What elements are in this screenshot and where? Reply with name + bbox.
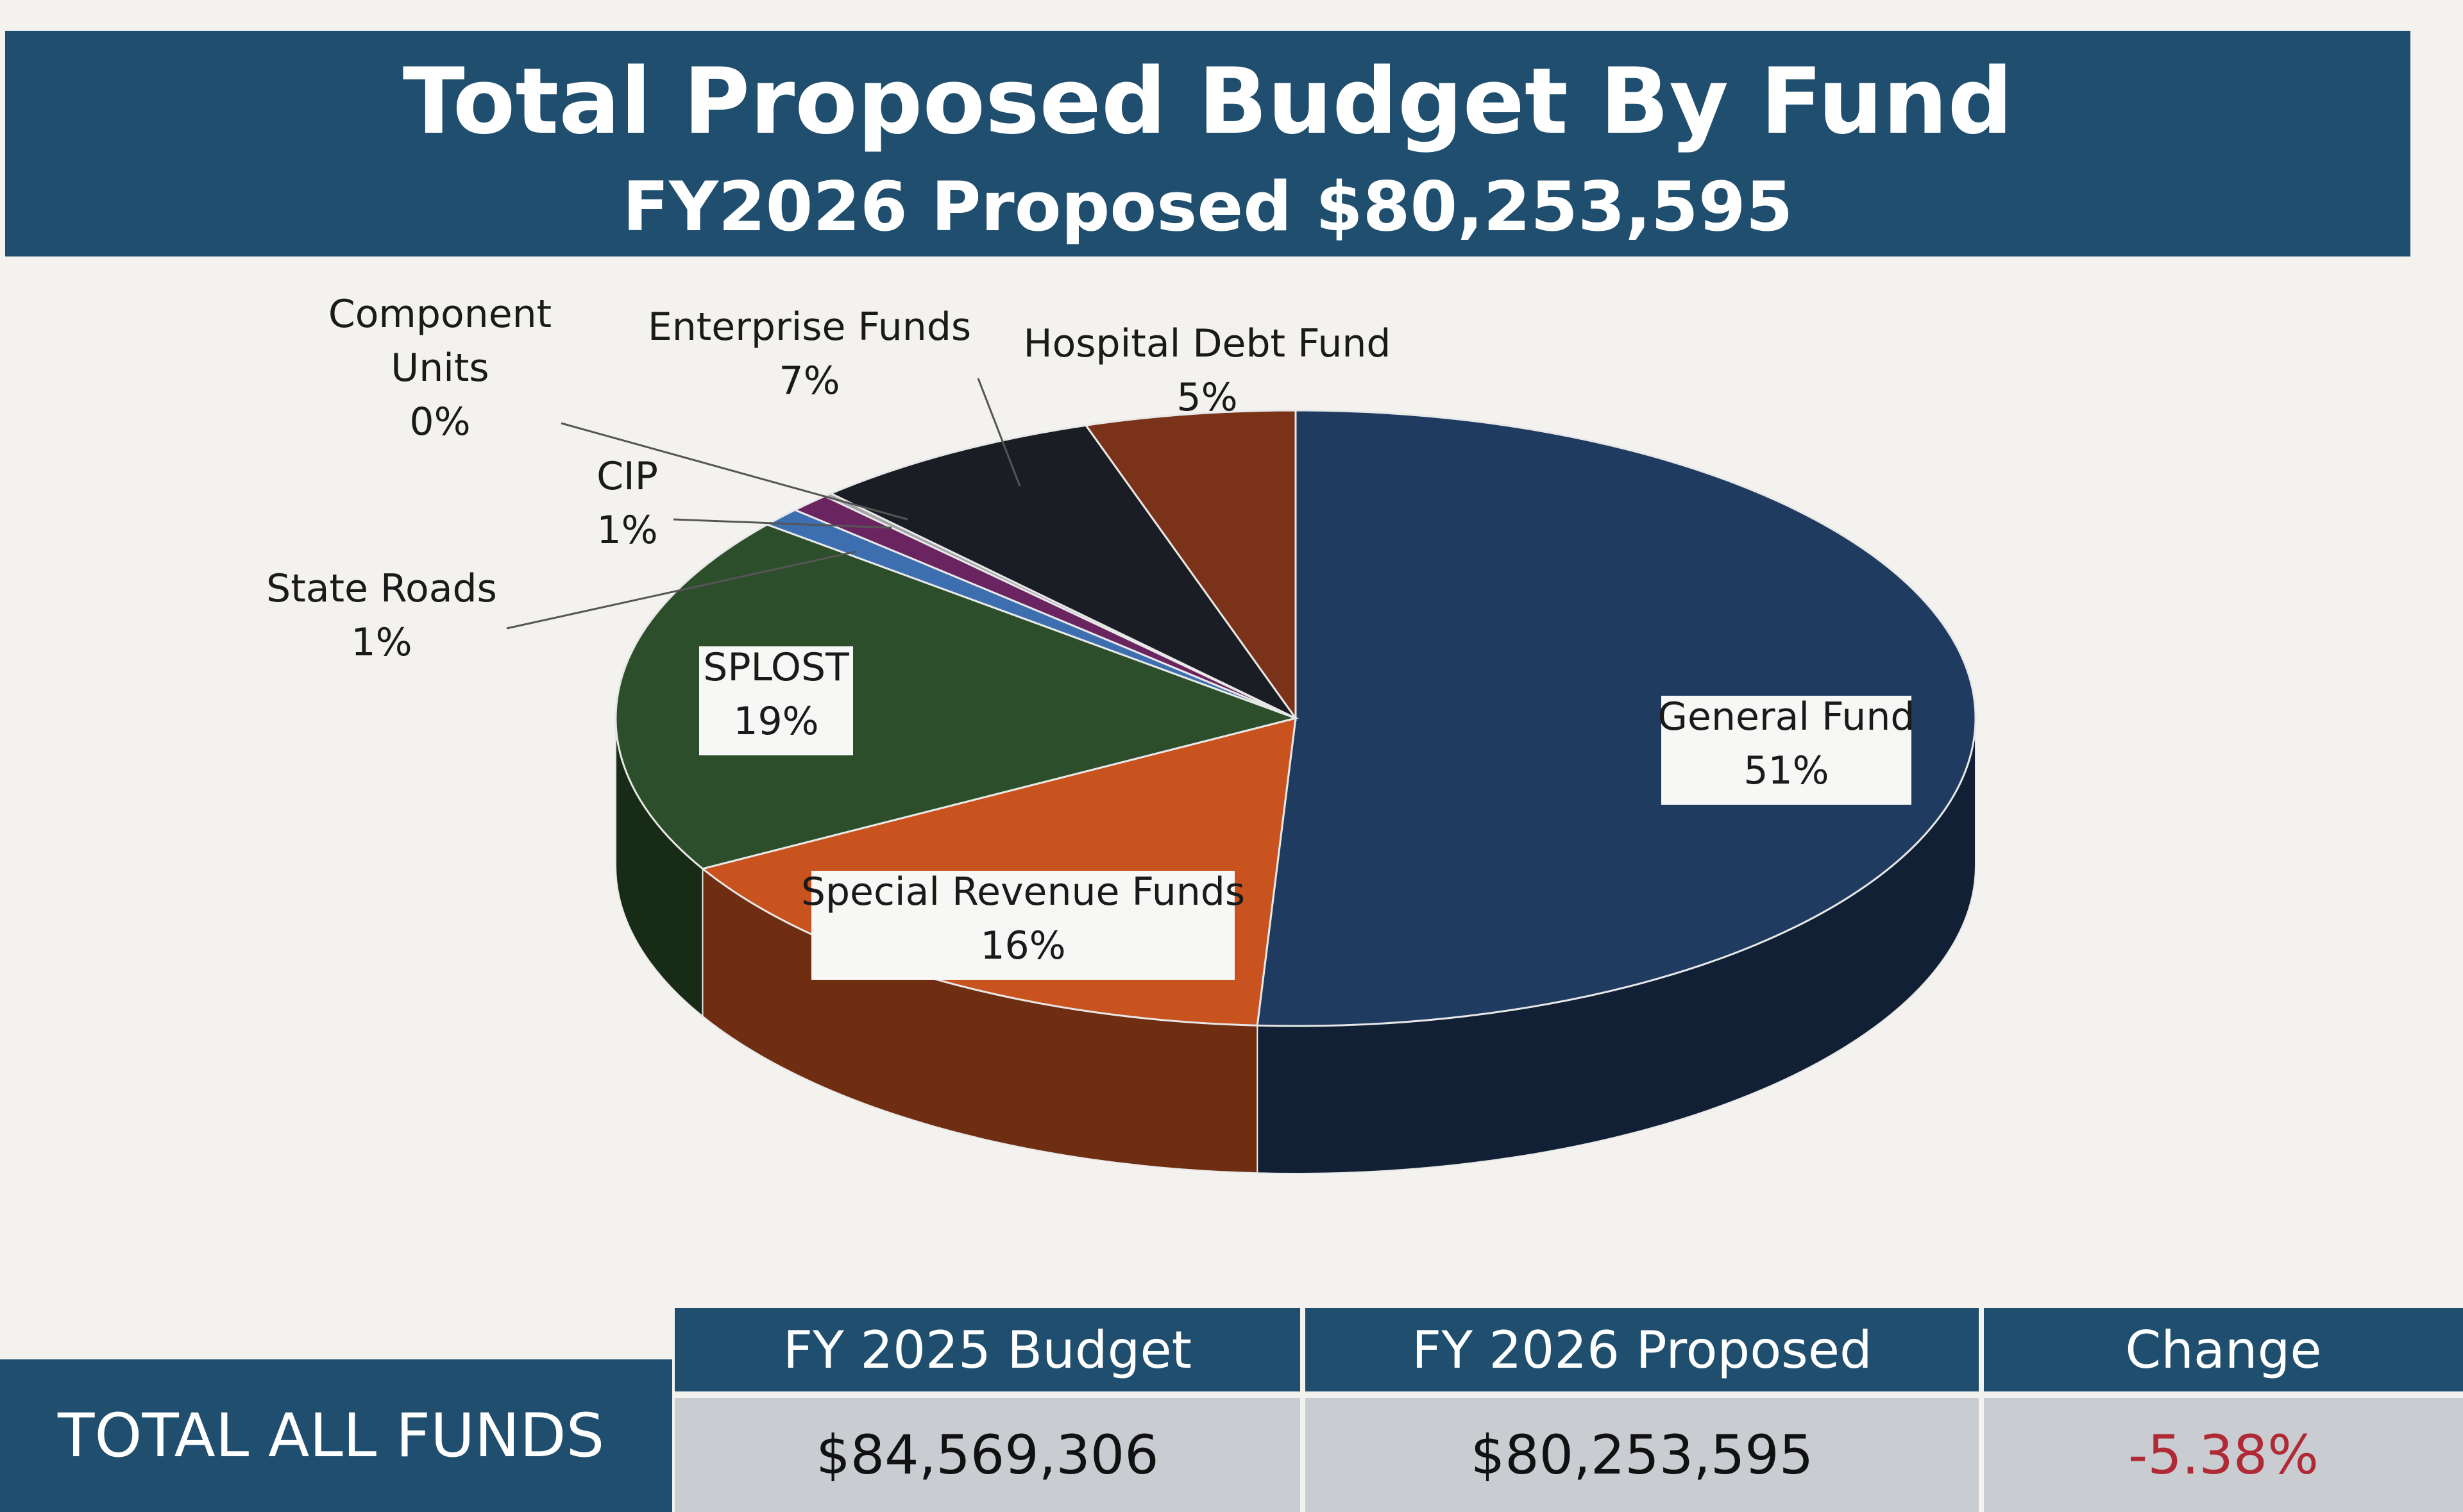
- label-name-state-roads: State Roads: [266, 566, 497, 611]
- label-pct-general-fund: 51%: [1743, 748, 1829, 793]
- label-pct-cip: 1%: [597, 508, 657, 553]
- pie-top: [614, 409, 1977, 1027]
- label-name-splost: SPLOST: [703, 645, 849, 690]
- label-pct-component-units: 0%: [409, 399, 470, 444]
- pie-slice-enterprise-funds: [828, 424, 1297, 719]
- pie-sides: [615, 718, 1976, 1174]
- value-fy2026: $80,253,595: [1305, 1398, 1979, 1512]
- summary-table: TOTAL ALL FUNDS FY 2025 Budget FY 2026 P…: [0, 1308, 2463, 1512]
- summary-row-label: TOTAL ALL FUNDS: [0, 1359, 672, 1512]
- pie-chart: General Fund 51% Special Revenue Funds 16% S…: [266, 292, 1977, 1174]
- label-name-cip: CIP: [597, 454, 658, 499]
- title-banner: Total Proposed Budget By Fund FY2026 Pro…: [5, 31, 2410, 256]
- label-pct-special-revenue-funds: 16%: [980, 923, 1065, 968]
- pie-slice-hospital-debt-fund: [1084, 409, 1297, 721]
- value-fy2025: $84,569,306: [675, 1398, 1300, 1512]
- leader-line-state-roads: [506, 550, 857, 630]
- label-name-component-units: Component: [328, 292, 552, 337]
- label-name-enterprise-funds: Enterprise Funds: [648, 305, 971, 349]
- header-fy2026: FY 2026 Proposed: [1305, 1308, 1979, 1391]
- label-box-splost: [699, 646, 853, 755]
- label-name-component-units: Units: [391, 346, 489, 391]
- header-fy2025: FY 2025 Budget: [675, 1308, 1300, 1391]
- leader-line-enterprise-funds: [977, 378, 1021, 487]
- pie-slice-general-fund: [1256, 409, 1977, 1027]
- pie-slice-splost: [614, 523, 1299, 870]
- value-change: -5.38%: [1984, 1398, 2463, 1512]
- label-pct-hospital-debt-fund: 5%: [1176, 375, 1237, 420]
- chart-title: Total Proposed Budget By Fund: [402, 49, 2013, 155]
- label-box-special-revenue-funds: [811, 871, 1235, 980]
- leader-line-component-units: [561, 422, 908, 521]
- label-name-hospital-debt-fund: Hospital Debt Fund: [1023, 321, 1391, 366]
- label-pct-state-roads: 1%: [351, 620, 412, 665]
- header-change: Change: [1984, 1308, 2463, 1391]
- chart-subtitle: FY2026 Proposed $80,253,595: [622, 167, 1793, 246]
- label-pct-splost: 19%: [733, 699, 818, 744]
- label-box-general-fund: [1661, 696, 1911, 805]
- pie-labels: General Fund 51% Special Revenue Funds 16% S…: [266, 292, 1915, 980]
- label-name-general-fund: General Fund: [1658, 694, 1915, 739]
- leader-line-cip: [673, 518, 892, 529]
- label-name-special-revenue-funds: Special Revenue Funds: [801, 869, 1245, 914]
- label-pct-enterprise-funds: 7%: [779, 358, 840, 403]
